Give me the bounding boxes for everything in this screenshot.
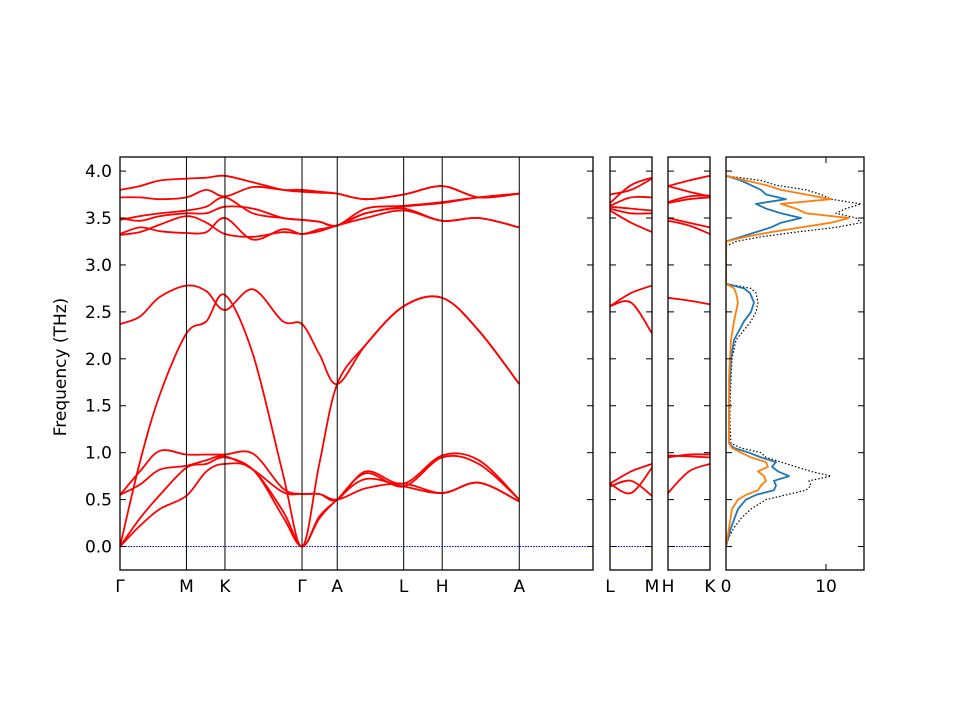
phonon-branch-1 [120,454,520,548]
density-of-states-panel: 0 10 [721,156,865,597]
y-tick-label: 0.5 [85,491,112,511]
phonon-branch-8 [668,185,710,198]
y-tick-label: 1.5 [85,397,112,417]
phonon-branch-9 [120,192,520,227]
phonon-branch-5 [120,284,521,385]
phonon-branch-2 [120,449,520,503]
phonon-branch-2 [610,463,652,485]
band-structure-panel-main: 0.0 0.5 1.0 1.5 2.0 2.5 3.0 3.5 4.0 Γ M K Γ A L H A [85,156,594,597]
x-tick-label: K [704,577,716,597]
phonon-branch-4 [668,219,710,235]
x-tick-label: M [179,577,194,597]
y-tick-label: 3.5 [85,209,112,229]
phonon-branch-3 [610,300,652,335]
phonon-branch-0 [610,479,652,497]
x-tick-label: A [331,577,343,597]
plot-area [120,174,593,548]
phonon-branch-4 [120,293,521,548]
axes-frame [119,156,594,571]
phonon-branch-0 [668,463,710,494]
phonon-branch-1 [610,467,652,495]
y-axis-label: Frequency (THz) [51,298,71,437]
phonon-branch-11 [120,174,520,201]
x-tick-label: H [436,577,449,597]
x-tick-label: L [605,577,615,597]
phonon-branch-3 [668,296,710,306]
phonon-branch-5 [668,217,710,229]
phonon-branch-8 [610,195,652,207]
y-tick-label: 2.5 [85,303,112,323]
x-tick-label: 10 [815,577,837,597]
phonon-branch-6 [668,196,710,204]
phonon-branch-7 [610,205,652,212]
x-tick-label: Γ [297,577,307,597]
x-tick-label: M [645,577,660,597]
x-tick-label: K [219,577,231,597]
phonon-branch-5 [610,209,652,233]
y-tick-label: 0.0 [85,538,112,558]
plot-area [668,174,710,548]
x-tick-label: 0 [721,577,732,597]
x-tick-label: Γ [115,577,125,597]
phonon-branch-0 [120,462,520,548]
plot-area [726,174,862,547]
y-tick-label: 4.0 [85,162,112,182]
dos-curve-0 [726,175,862,547]
phonon-branch-3 [120,452,520,502]
y-tick-label: 2.0 [85,350,112,370]
x-tick-label: L [399,577,409,597]
x-tick-label: H [662,577,675,597]
dos-curve-2 [726,174,850,547]
axes-frame [667,156,711,571]
phonon-branch-2 [668,453,710,459]
phonon-branch-7 [120,207,520,241]
dos-curve-1 [726,174,802,547]
x-tick-label: A [513,577,525,597]
phonon-branch-9 [610,177,652,196]
axes-frame [609,156,653,571]
y-tick-label: 3.0 [85,256,112,276]
phonon-branch-4 [610,284,652,307]
phonon-branch-6 [610,207,652,215]
phonon-branch-1 [668,454,710,459]
axes-frame [725,156,865,571]
phonon-branch-10 [610,176,652,204]
phonon-branch-9 [668,174,710,187]
plot-area [610,176,652,548]
y-tick-label: 1.0 [85,444,112,464]
